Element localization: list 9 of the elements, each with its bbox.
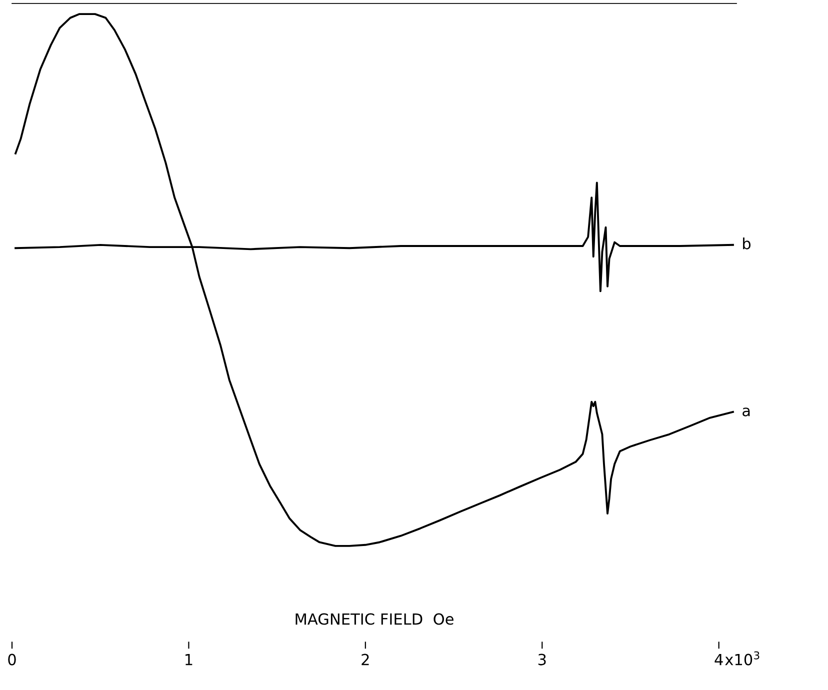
- x-tick-label: 3: [538, 654, 546, 666]
- x-tick-label: 1: [186, 654, 192, 666]
- x-tick-label: 0: [8, 654, 16, 666]
- series-label: b: [743, 238, 751, 250]
- x-tick-label: 4: [714, 654, 723, 666]
- series-label: a: [742, 408, 750, 416]
- x-axis-title: MAGNETIC FIELD Oe: [296, 613, 454, 625]
- text: x10$^{3}$: [725, 651, 760, 666]
- x-tick-label: 2: [362, 654, 369, 666]
